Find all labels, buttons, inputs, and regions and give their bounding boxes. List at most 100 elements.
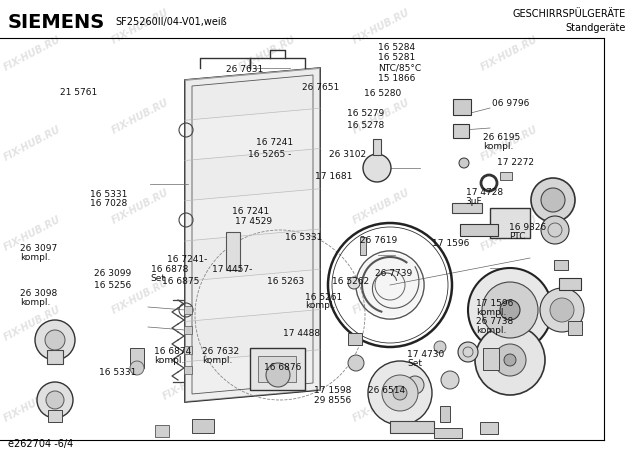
Circle shape bbox=[406, 376, 424, 394]
Text: kompl.: kompl. bbox=[476, 326, 506, 335]
Bar bbox=[48, 410, 62, 422]
Text: 26 7739: 26 7739 bbox=[375, 269, 412, 278]
Bar bbox=[480, 422, 498, 434]
Circle shape bbox=[459, 158, 469, 168]
Text: 16 6874: 16 6874 bbox=[154, 347, 191, 356]
Text: 17 4457-: 17 4457- bbox=[212, 265, 252, 274]
Text: SIEMENS: SIEMENS bbox=[8, 13, 105, 32]
Text: 16 5256: 16 5256 bbox=[94, 281, 132, 290]
Text: kompl.: kompl. bbox=[483, 142, 514, 151]
Text: kompl.: kompl. bbox=[476, 308, 506, 317]
Bar bbox=[500, 172, 512, 180]
Bar bbox=[184, 306, 192, 314]
Circle shape bbox=[37, 382, 73, 418]
Text: FIX-HUB.RU: FIX-HUB.RU bbox=[351, 188, 412, 226]
Bar bbox=[390, 421, 434, 433]
Text: 16 7241: 16 7241 bbox=[232, 207, 269, 216]
Bar bbox=[453, 99, 471, 115]
Text: FIX-HUB.RU: FIX-HUB.RU bbox=[1, 35, 62, 73]
Text: FIX-HUB.RU: FIX-HUB.RU bbox=[109, 8, 170, 46]
Text: e262704 -6/4: e262704 -6/4 bbox=[8, 439, 73, 449]
Text: 26 3097: 26 3097 bbox=[20, 244, 58, 253]
Text: kompl.: kompl. bbox=[154, 356, 184, 365]
Text: FIX-HUB.RU: FIX-HUB.RU bbox=[237, 35, 298, 73]
Bar bbox=[559, 278, 581, 290]
Text: 16 5331: 16 5331 bbox=[285, 233, 322, 242]
Text: 16 5278: 16 5278 bbox=[347, 121, 384, 130]
Circle shape bbox=[130, 361, 144, 375]
Polygon shape bbox=[185, 68, 320, 120]
Circle shape bbox=[368, 361, 432, 425]
Polygon shape bbox=[185, 68, 320, 402]
Circle shape bbox=[46, 391, 64, 409]
Bar bbox=[47, 350, 63, 364]
Text: 16 6875: 16 6875 bbox=[162, 277, 199, 286]
Text: FIX-HUB.RU: FIX-HUB.RU bbox=[109, 98, 170, 136]
Text: 26 7631: 26 7631 bbox=[226, 65, 263, 74]
Text: 26 6195: 26 6195 bbox=[483, 133, 521, 142]
Text: FIX-HUB.RU: FIX-HUB.RU bbox=[351, 98, 412, 136]
Text: Set: Set bbox=[407, 359, 422, 368]
Text: FIX-HUB.RU: FIX-HUB.RU bbox=[1, 305, 62, 343]
Text: FIX-HUB.RU: FIX-HUB.RU bbox=[478, 215, 539, 253]
Circle shape bbox=[45, 330, 65, 350]
Bar bbox=[226, 232, 240, 270]
Bar bbox=[434, 428, 462, 438]
Text: 16 9326: 16 9326 bbox=[509, 223, 546, 232]
Text: SF25260II/04-V01,weiß: SF25260II/04-V01,weiß bbox=[115, 17, 227, 27]
Bar bbox=[460, 224, 498, 236]
Circle shape bbox=[358, 253, 422, 317]
Bar bbox=[490, 208, 530, 238]
Polygon shape bbox=[185, 269, 320, 321]
Text: 26 7738: 26 7738 bbox=[476, 317, 513, 326]
Circle shape bbox=[35, 320, 75, 360]
Text: 16 5331: 16 5331 bbox=[99, 368, 136, 377]
Text: FIX-HUB.RU: FIX-HUB.RU bbox=[237, 215, 298, 253]
Bar bbox=[452, 203, 482, 213]
Text: 16 7028: 16 7028 bbox=[90, 199, 128, 208]
Text: 16 5263: 16 5263 bbox=[267, 277, 305, 286]
Text: 16 5262: 16 5262 bbox=[332, 277, 369, 286]
Circle shape bbox=[494, 344, 526, 376]
Text: 16 5265 -: 16 5265 - bbox=[248, 150, 291, 159]
Text: 15 1866: 15 1866 bbox=[378, 74, 416, 83]
Circle shape bbox=[393, 386, 407, 400]
Text: 17 4529: 17 4529 bbox=[235, 217, 272, 226]
Text: 16 5280: 16 5280 bbox=[364, 89, 401, 98]
Circle shape bbox=[434, 341, 446, 353]
Text: FIX-HUB.RU: FIX-HUB.RU bbox=[1, 386, 62, 424]
Circle shape bbox=[266, 363, 290, 387]
Bar bbox=[250, 348, 305, 390]
Circle shape bbox=[500, 300, 520, 320]
Text: FIX-HUB.RU: FIX-HUB.RU bbox=[351, 386, 412, 424]
Text: 16 5261: 16 5261 bbox=[305, 292, 342, 302]
Polygon shape bbox=[185, 108, 320, 161]
Text: 29 8556: 29 8556 bbox=[314, 396, 351, 405]
Bar bbox=[554, 260, 568, 270]
Circle shape bbox=[458, 342, 478, 362]
Circle shape bbox=[468, 268, 552, 352]
Text: FIX-HUB.RU: FIX-HUB.RU bbox=[109, 188, 170, 226]
Polygon shape bbox=[185, 229, 320, 281]
Text: 16 5284: 16 5284 bbox=[378, 43, 415, 52]
Text: 26 3098: 26 3098 bbox=[20, 289, 58, 298]
Text: GESCHIRRSPÜLGERÄTE: GESCHIRRSPÜLGERÄTE bbox=[513, 9, 626, 19]
Text: 16 5331: 16 5331 bbox=[90, 190, 128, 199]
Text: kompl.: kompl. bbox=[305, 302, 335, 310]
Text: 26 3102: 26 3102 bbox=[329, 150, 366, 159]
Bar bbox=[184, 326, 192, 334]
Bar bbox=[453, 124, 469, 138]
Text: FIX-HUB.RU: FIX-HUB.RU bbox=[478, 125, 539, 163]
Text: 16 6876: 16 6876 bbox=[264, 363, 301, 372]
Circle shape bbox=[504, 354, 516, 366]
Text: kompl.: kompl. bbox=[20, 298, 51, 307]
Text: Standgeräte: Standgeräte bbox=[565, 23, 626, 33]
Circle shape bbox=[540, 288, 584, 332]
Bar bbox=[348, 333, 362, 345]
Text: 3μF: 3μF bbox=[466, 197, 482, 206]
Text: 16 7241: 16 7241 bbox=[256, 138, 293, 147]
Text: 17 4730: 17 4730 bbox=[407, 350, 445, 359]
Text: FIX-HUB.RU: FIX-HUB.RU bbox=[351, 8, 412, 46]
Text: 26 6514: 26 6514 bbox=[368, 386, 404, 395]
Bar bbox=[184, 366, 192, 374]
